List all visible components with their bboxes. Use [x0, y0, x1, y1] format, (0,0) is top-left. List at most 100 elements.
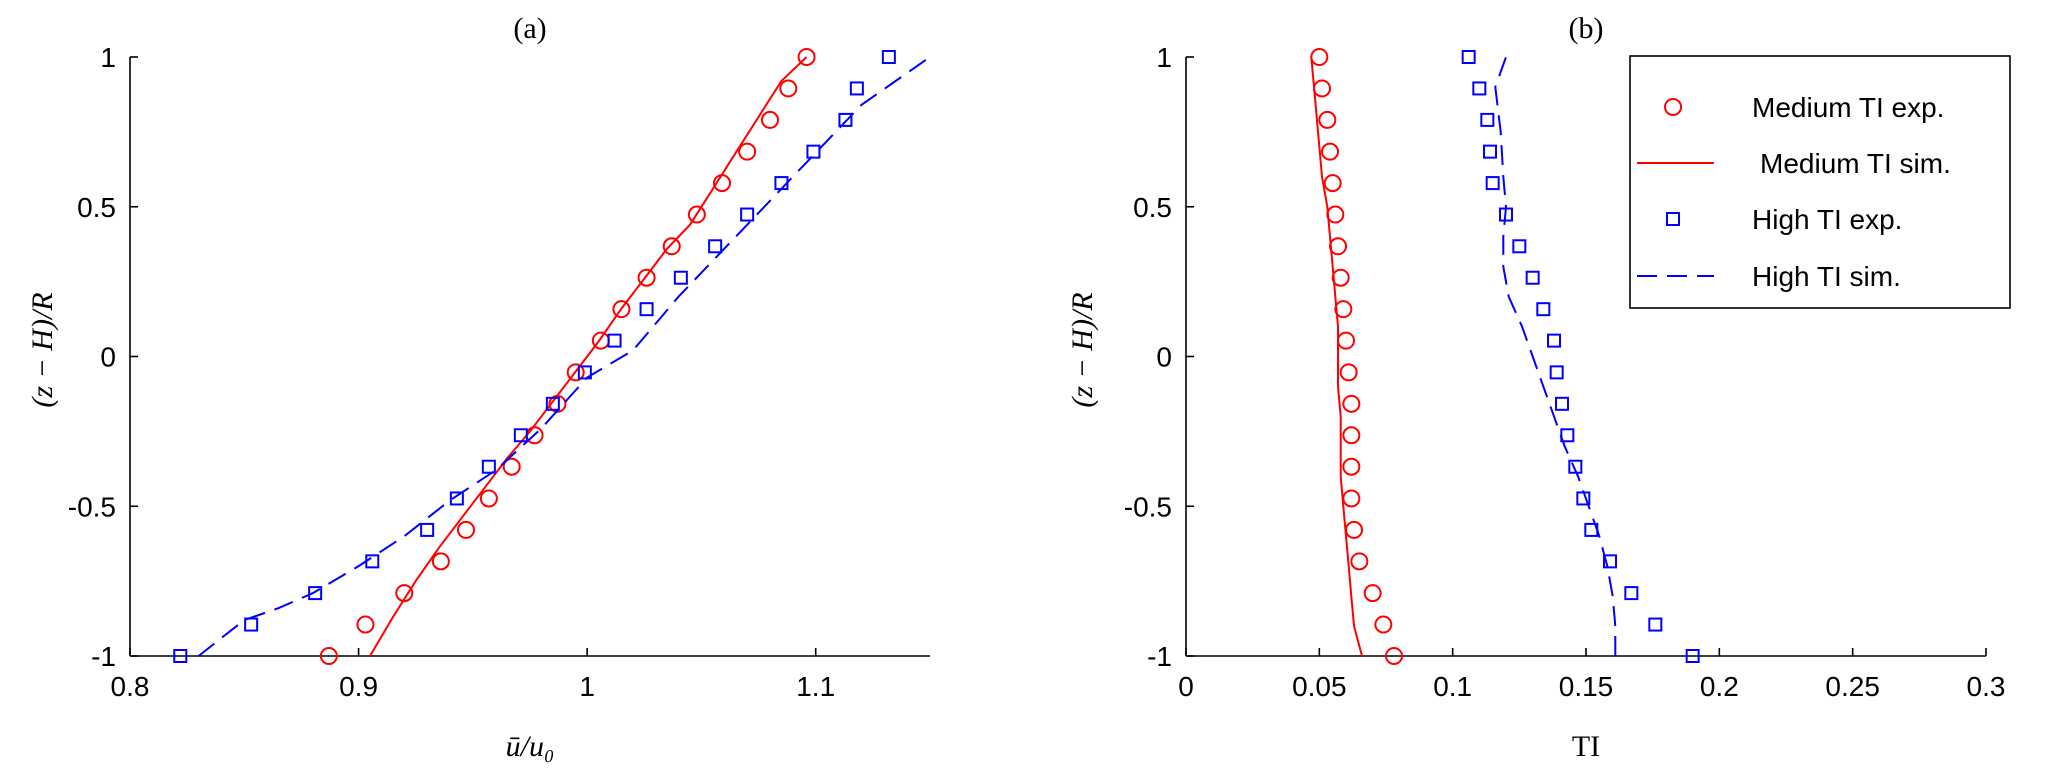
x-tick-label: 0.2: [1700, 671, 1739, 702]
panel-b-xlabel: TI: [1572, 730, 1600, 763]
data-point-circle: [637, 268, 656, 287]
x-tick-label: 0.8: [111, 671, 150, 702]
legend-circle-marker: [1664, 98, 1682, 116]
y-tick-label: -0.5: [1124, 491, 1172, 522]
series-line-high-ti-sim: [1494, 56, 1617, 656]
data-point-circle: [1342, 426, 1361, 445]
data-point-square: [244, 617, 259, 632]
panel-a-ylabel: (z − H)/R: [26, 292, 59, 407]
data-point-circle: [1334, 300, 1353, 319]
data-point-square: [639, 302, 654, 317]
x-tick-label: 1.1: [796, 671, 835, 702]
x-tick-label: 0.25: [1825, 671, 1880, 702]
data-point-square: [1603, 554, 1617, 569]
data-point-circle: [1339, 363, 1358, 382]
data-point-square: [673, 270, 688, 285]
y-tick-label: 0.5: [1133, 192, 1172, 223]
data-point-square: [838, 112, 853, 127]
data-point-square: [365, 554, 380, 569]
data-point-circle: [1385, 647, 1403, 665]
data-point-circle: [761, 110, 779, 129]
data-point-circle: [1337, 331, 1355, 350]
y-tick-label: -1: [91, 641, 116, 672]
data-point-square: [481, 459, 496, 474]
data-point-circle: [1313, 79, 1331, 98]
data-point-circle: [1342, 394, 1361, 413]
data-point-square: [1685, 649, 1700, 663]
series-line-medium-ti-sim: [1310, 56, 1363, 657]
data-point-square: [1525, 270, 1540, 285]
panel-b-title: (b): [1569, 12, 1604, 45]
panel-b-marks: [1310, 48, 1700, 665]
legend-label: High TI exp.: [1752, 204, 1902, 235]
data-point-circle: [479, 489, 498, 508]
data-point-circle: [1323, 174, 1342, 193]
x-tick-label: 0.9: [339, 671, 378, 702]
data-point-square: [1461, 50, 1476, 64]
data-point-square: [1536, 302, 1551, 317]
x-tick-label: 1: [579, 671, 595, 702]
data-point-square: [1512, 239, 1527, 254]
series-line-high-ti-sim: [197, 56, 931, 657]
data-point-circle: [1374, 615, 1393, 634]
y-tick-label: -0.5: [68, 491, 116, 522]
data-point-square: [1472, 81, 1487, 96]
series-line-medium-ti-sim: [369, 56, 808, 657]
data-point-circle: [319, 647, 338, 665]
data-point-square: [1624, 586, 1639, 601]
data-point-square: [1485, 176, 1500, 191]
data-point-circle: [1310, 48, 1329, 66]
y-tick-label: 0.5: [77, 192, 116, 223]
data-point-square: [1555, 396, 1569, 411]
panel-a-xlabel: ū/u₀: [506, 730, 555, 763]
data-point-circle: [662, 237, 681, 256]
panel-a-title: (a): [513, 12, 546, 45]
legend-label: Medium TI exp.: [1752, 92, 1944, 123]
data-point-square: [577, 365, 592, 380]
data-point-square: [881, 50, 896, 64]
legend-item-high-sim: High TI sim.: [1637, 261, 1901, 292]
y-tick-label: 0: [1156, 342, 1172, 373]
x-tick-label: 0.3: [1967, 671, 2006, 702]
data-point-square: [449, 491, 464, 506]
data-point-circle: [1321, 142, 1339, 161]
data-point-square: [607, 333, 622, 348]
panel-a-ticks: 0.8 0.9 1 1.1 -1 -0.5 0 0.5 1: [68, 42, 835, 702]
data-point-circle: [687, 205, 706, 224]
y-tick-label: 0: [100, 342, 116, 373]
data-point-square: [420, 522, 435, 537]
data-point-circle: [1345, 520, 1363, 539]
data-point-circle: [431, 552, 450, 571]
data-point-circle: [1363, 584, 1382, 603]
data-point-circle: [738, 142, 757, 161]
panel-a: (a) ū/u₀ (z − H)/R 0.8 0.9 1 1.1 -1 -0.5 0 0.5 1: [26, 12, 931, 763]
x-tick-label: 0.15: [1559, 671, 1614, 702]
legend-label: Medium TI sim.: [1760, 148, 1951, 179]
y-tick-label: 1: [1156, 42, 1172, 73]
data-point-circle: [502, 457, 521, 476]
data-point-square: [849, 81, 864, 96]
panel-b-ylabel: (z − H)/R: [1066, 292, 1099, 407]
x-tick-label: 0.05: [1292, 671, 1347, 702]
data-point-square: [173, 649, 188, 663]
data-point-square: [1547, 333, 1561, 348]
data-point-circle: [1350, 552, 1369, 571]
data-point-circle: [612, 300, 631, 319]
data-point-circle: [1329, 237, 1347, 256]
data-point-square: [740, 207, 755, 222]
x-tick-label: 0: [1178, 671, 1194, 702]
data-point-square: [1648, 617, 1663, 632]
data-point-circle: [1318, 110, 1337, 129]
data-point-circle: [395, 584, 414, 603]
y-tick-label: 1: [100, 42, 116, 73]
data-point-square: [545, 396, 560, 411]
data-point-square: [806, 144, 821, 159]
panel-a-marks: [173, 48, 931, 665]
data-point-square: [1480, 112, 1495, 127]
data-point-circle: [1342, 489, 1361, 508]
data-point-square: [513, 428, 528, 443]
data-point-square: [1483, 144, 1497, 159]
legend-item-high-exp: High TI exp.: [1666, 204, 1902, 235]
y-tick-label: -1: [1147, 641, 1172, 672]
